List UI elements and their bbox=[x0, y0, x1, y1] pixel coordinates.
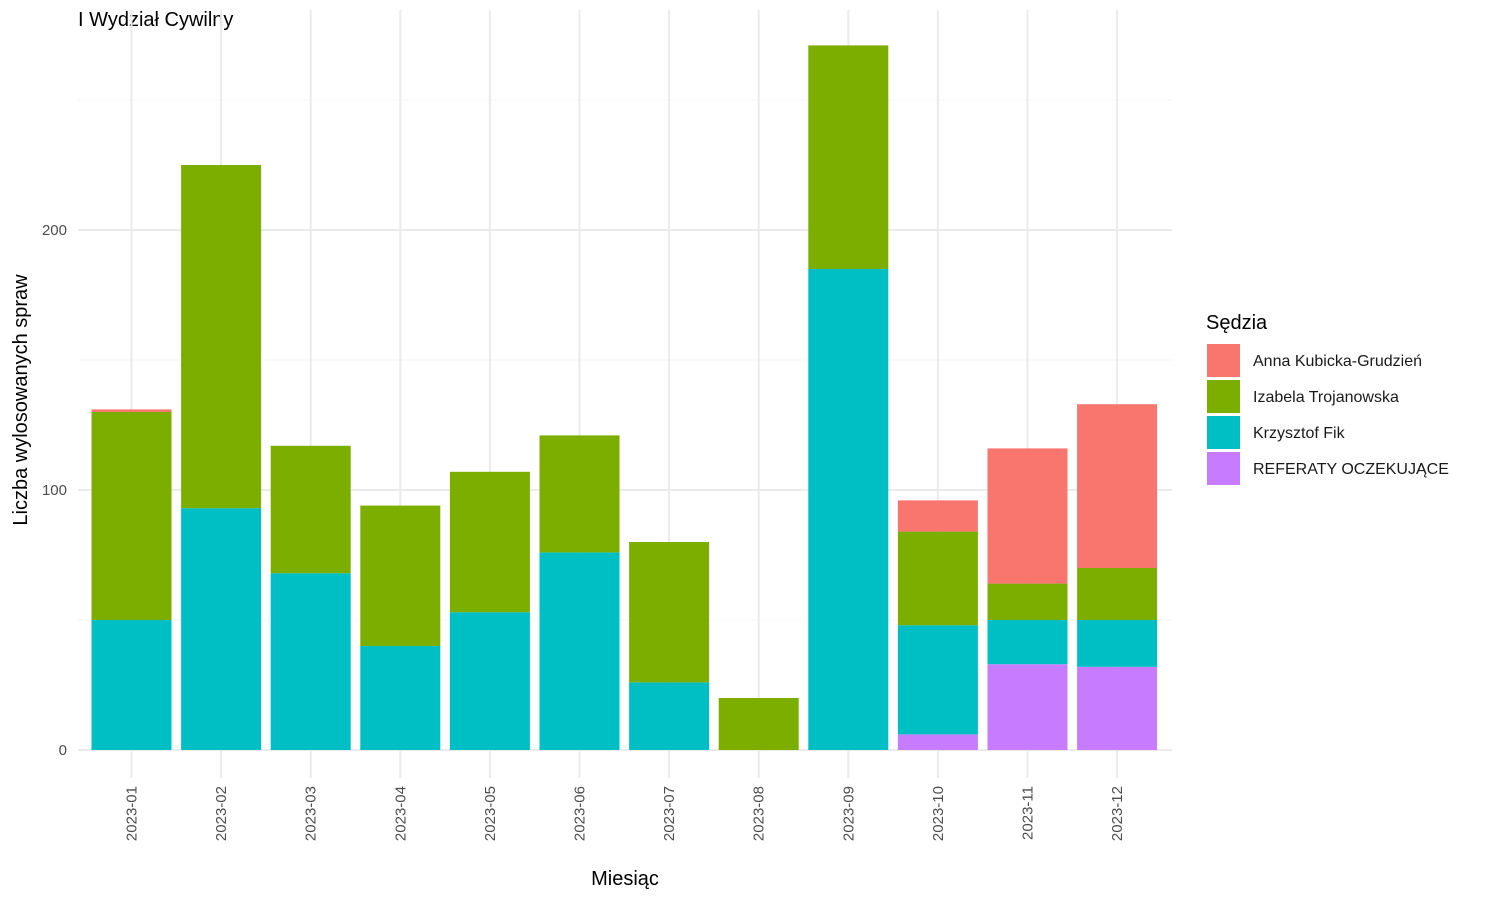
bar-segment bbox=[629, 682, 710, 750]
x-tick-label: 2023-05 bbox=[482, 786, 499, 841]
x-tick-label: 2023-10 bbox=[930, 786, 947, 841]
x-tick-label: 2023-07 bbox=[661, 786, 678, 841]
bar-segment bbox=[91, 409, 172, 412]
x-tick-label: 2023-11 bbox=[1020, 786, 1037, 840]
legend-title: Sędzia bbox=[1206, 312, 1268, 334]
y-tick-label: 200 bbox=[42, 222, 67, 239]
bar-segment bbox=[181, 165, 262, 509]
y-axis-ticks: 0 100 200 bbox=[42, 222, 67, 759]
bar-segment bbox=[808, 45, 889, 270]
x-tick-label: 2023-06 bbox=[572, 786, 589, 841]
chart-title: I Wydział Cywilny bbox=[78, 9, 233, 31]
bar-segment bbox=[360, 646, 441, 750]
bar-segment bbox=[718, 698, 799, 750]
bar-segment bbox=[897, 500, 978, 532]
bar-segment bbox=[808, 269, 889, 750]
bar-segment bbox=[897, 625, 978, 735]
bar-segment bbox=[897, 734, 978, 750]
x-tick-label: 2023-03 bbox=[303, 786, 320, 841]
bar-segment bbox=[539, 552, 620, 750]
x-axis-title: Miesiąc bbox=[591, 868, 659, 890]
legend-key bbox=[1207, 416, 1240, 449]
legend-label: Izabela Trojanowska bbox=[1253, 389, 1399, 406]
x-tick-label: 2023-08 bbox=[751, 786, 768, 841]
legend-label: REFERATY OCZEKUJĄCE bbox=[1253, 461, 1449, 478]
bar-segment bbox=[897, 531, 978, 626]
x-tick-label: 2023-12 bbox=[1109, 786, 1126, 841]
bar-segment bbox=[629, 542, 710, 683]
x-axis-ticks: 2023-01 2023-02 2023-03 2023-04 2023-05 2023-… bbox=[124, 786, 1127, 841]
x-tick-label: 2023-02 bbox=[213, 786, 230, 841]
legend-key bbox=[1207, 380, 1240, 413]
legend-key bbox=[1207, 344, 1240, 377]
y-tick-label: 100 bbox=[42, 482, 67, 499]
bar-segment bbox=[91, 412, 172, 620]
bar-segment bbox=[91, 620, 172, 750]
bar-segment bbox=[987, 448, 1068, 584]
legend: Sędzia Anna Kubicka-Grudzień Izabela Troj… bbox=[1206, 312, 1449, 485]
y-axis-title: Liczba wylosowanych spraw bbox=[10, 274, 32, 526]
bar-segment bbox=[987, 664, 1068, 750]
legend-label: Krzysztof Fik bbox=[1253, 425, 1346, 442]
legend-key bbox=[1207, 452, 1240, 485]
bar-segment bbox=[1077, 620, 1158, 667]
x-tick-label: 2023-09 bbox=[840, 786, 857, 841]
bar-segment bbox=[181, 508, 262, 750]
bars bbox=[91, 45, 1158, 750]
bar-segment bbox=[1077, 666, 1158, 750]
bar-segment bbox=[987, 583, 1068, 620]
bar-segment bbox=[1077, 568, 1158, 620]
bar-segment bbox=[449, 471, 530, 613]
bar-segment bbox=[539, 435, 620, 553]
bar-segment bbox=[360, 505, 441, 646]
bar-segment bbox=[987, 620, 1068, 665]
x-tick-label: 2023-01 bbox=[124, 786, 141, 841]
y-tick-label: 0 bbox=[59, 742, 67, 759]
legend-label: Anna Kubicka-Grudzień bbox=[1253, 353, 1422, 370]
bar-segment bbox=[270, 445, 351, 574]
bar-segment bbox=[449, 612, 530, 750]
bar-segment bbox=[270, 573, 351, 750]
bar-segment bbox=[1077, 404, 1158, 568]
x-tick-label: 2023-04 bbox=[392, 786, 409, 841]
